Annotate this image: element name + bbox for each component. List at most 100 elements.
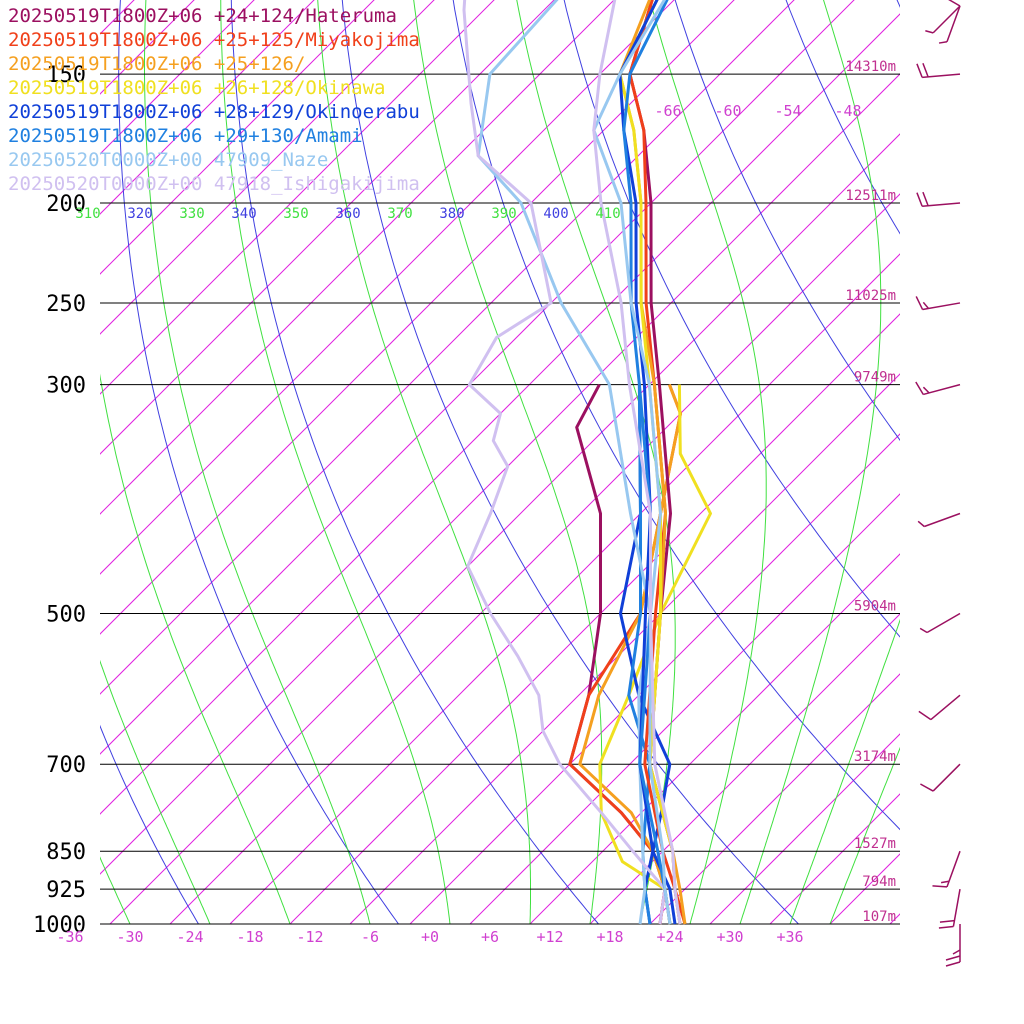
temperature-tick-label: -12 [296,928,323,946]
dewpoint-profile--25-126 [578,384,682,925]
wind-barb [917,512,961,528]
temperature-tick-label: +36 [776,928,803,946]
moist-adiabat-line [829,746,900,924]
height-label: 107m [862,909,896,925]
temperature-tick-label: +12 [536,928,563,946]
legend-entry: 20250520T0000Z+00 47918_Ishigakijima [8,173,420,195]
isotherm-line [709,733,900,924]
legend-entry: 20250520T0000Z+00 47909_Naze [8,149,329,171]
isotherm-line [100,0,495,395]
isotherm-line [100,0,435,335]
temperature-tick-label: -18 [236,928,263,946]
isotherm-line [529,553,900,924]
temperature-tick-label: +18 [596,928,623,946]
isotherm-line [469,493,900,924]
theta-label: 410 [595,206,620,222]
isotherm-line [229,253,900,924]
pressure-label: 500 [46,602,86,627]
theta-label: 340 [231,206,256,222]
pressure-label: 150 [46,63,86,88]
wind-barb [916,191,961,208]
theta-label: 310 [75,206,100,222]
isotherm-lines [100,0,1024,924]
pressure-label: 300 [46,374,86,399]
moist-adiabat-line [739,0,882,924]
wind-barb [919,612,961,634]
sounding-profiles [462,0,712,925]
wind-barb [915,296,961,311]
temperature-tick-label: -6 [361,928,379,946]
isotherm-label: -48 [834,102,861,120]
isotherm-line [829,853,900,924]
height-label: 12511m [845,188,896,204]
wind-barb [938,5,961,44]
isotherm-label: -54 [774,102,801,120]
dewpoint-profile-ishigakijima [462,0,667,925]
temperature-profile-amami [622,0,672,925]
wind-barb [918,694,961,721]
height-label: 9749m [854,370,896,386]
theta-label: 320 [127,206,152,222]
isotherm-line [1010,0,1024,924]
isotherm-line [950,0,1024,924]
isotherm-line [100,0,675,575]
isotherm-line [889,913,900,924]
theta-label: 360 [335,206,360,222]
isotherm-line [289,313,900,924]
legend-entry: 20250519T1800Z+06 +24+124/Hateruma [8,5,397,27]
theta-label: 390 [491,206,516,222]
isotherm-line [100,73,900,875]
temperature-tick-label: -24 [176,928,203,946]
height-label: 1527m [854,836,896,852]
isotherm-line [109,133,900,924]
height-label: 14310m [845,59,896,75]
legend-entry: 20250519T1800Z+06 +26+128/Okinawa [8,77,386,99]
isotherm-line [100,0,255,155]
pressure-label: 700 [46,753,86,778]
wind-barbs [915,0,961,967]
temperature-profile-ishigakijima [592,0,682,925]
wind-barb [915,381,961,396]
height-label: 794m [862,874,896,890]
isotherm-line [100,13,900,815]
temperature-tick-label: +24 [656,928,683,946]
isotherm-label: -60 [714,102,741,120]
wind-barb [916,63,961,79]
isotherm-line [349,373,900,924]
pressure-label: 925 [46,878,86,903]
wind-barb [925,5,961,34]
dry-adiabat-line [785,0,900,235]
legend-entry: 20250519T1800Z+06 +28+129/Okinoerabu [8,101,420,123]
temperature-profile-naze [592,0,672,925]
isotherm-line [769,793,900,924]
dry-adiabat-line [452,0,900,831]
wind-barb [932,850,961,888]
isotherm-line [589,613,900,924]
dry-adiabat-line [957,0,1024,924]
dewpoint-profile-naze [476,0,652,925]
isotherm-line [409,433,900,924]
isotherm-line [100,0,555,455]
temperature-tick-label: +30 [716,928,743,946]
isotherm-line [100,0,315,215]
temperature-tick-label: -36 [56,928,83,946]
theta-label: 380 [439,206,464,222]
temperature-tick-label: +6 [481,928,499,946]
moist-adiabat-line [789,618,900,924]
temperature-tick-label: -30 [116,928,143,946]
theta-label: 350 [283,206,308,222]
height-label: 3174m [854,749,896,765]
wind-barb [948,0,961,7]
legend-entry: 20250519T1800Z+06 +29+130/Amami [8,125,363,147]
pressure-label: 200 [46,192,86,217]
isotherm-line [100,0,375,275]
isotherm-line [100,0,195,95]
legend-entry: 20250519T1800Z+06 +25+125/Miyakojima [8,29,420,51]
dry-adiabat-line [563,0,900,638]
isotherm-line [100,0,615,515]
theta-label: 370 [387,206,412,222]
theta-label: 400 [543,206,568,222]
temperature-tick-label: +0 [421,928,439,946]
wind-barb [920,763,961,792]
